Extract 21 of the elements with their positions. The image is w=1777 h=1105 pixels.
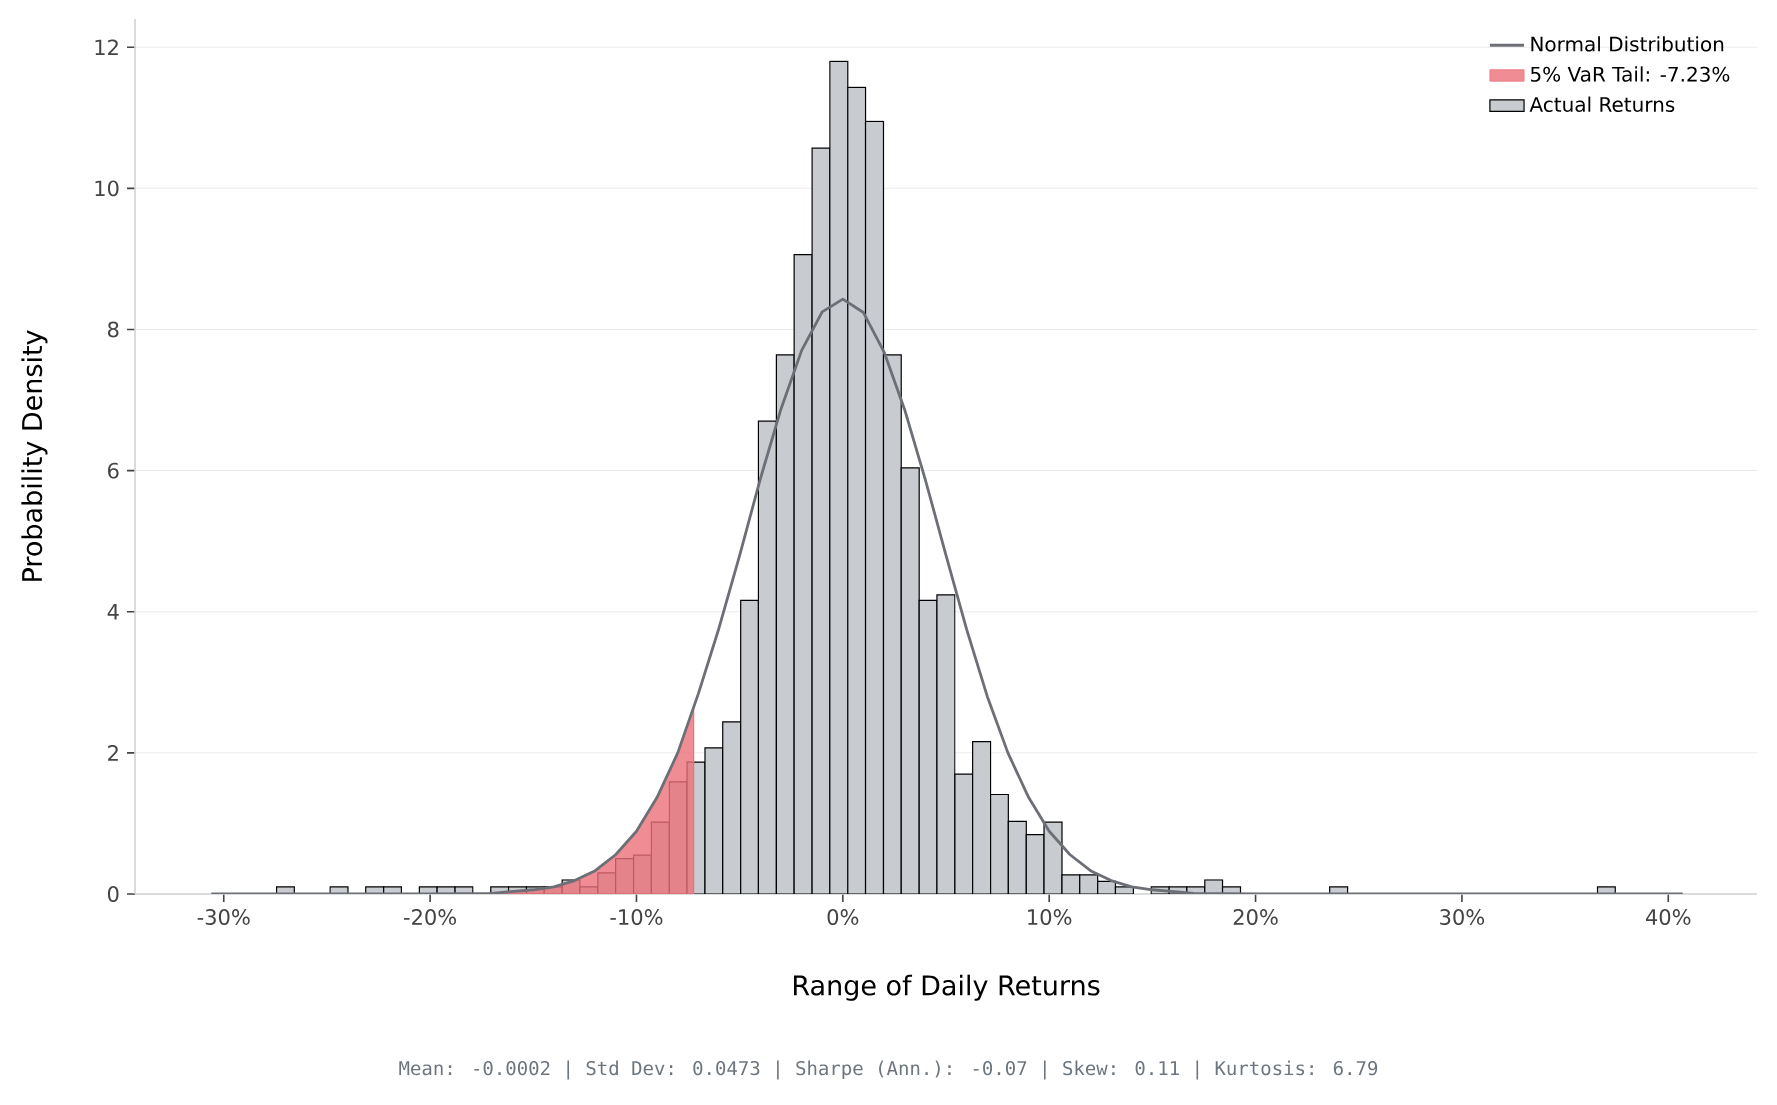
x-tick-label: -10% bbox=[610, 909, 663, 925]
y-tick-label: 8 bbox=[107, 321, 119, 338]
text: Mean: -0.0002 | Std Dev: 0.0473 | Sharpe (Ann.): -0.07 | Skew: 0.11 | Kurtosis: 6.79 bbox=[399, 1060, 1378, 1080]
x-tick-label: 30% bbox=[1440, 909, 1485, 925]
x-tick-label: 10% bbox=[1028, 909, 1072, 925]
y-tick-label: 0 bbox=[107, 886, 119, 902]
x-tick-label: 40% bbox=[1645, 909, 1691, 925]
y-axis-title: Probability Density bbox=[21, 330, 48, 581]
y-tick-label: 6 bbox=[108, 462, 119, 479]
x-tick-label: 0% bbox=[827, 909, 859, 925]
legend-label: 5% VaR Tail: -7.23% bbox=[1530, 66, 1730, 82]
legend-label: Normal Distribution bbox=[1531, 36, 1724, 52]
y-tick-label: 4 bbox=[107, 604, 119, 620]
y-tick-label: 2 bbox=[108, 745, 118, 761]
x-tick-label: -20% bbox=[404, 909, 457, 925]
x-tick-label: 20% bbox=[1233, 909, 1278, 925]
y-tick-label: 12 bbox=[95, 39, 118, 56]
x-axis-title: Range of Daily Returns bbox=[794, 974, 1100, 1001]
legend-label: Actual Returns bbox=[1529, 96, 1675, 113]
x-tick-label: -30% bbox=[197, 909, 250, 925]
y-tick-label: 10 bbox=[95, 180, 119, 197]
